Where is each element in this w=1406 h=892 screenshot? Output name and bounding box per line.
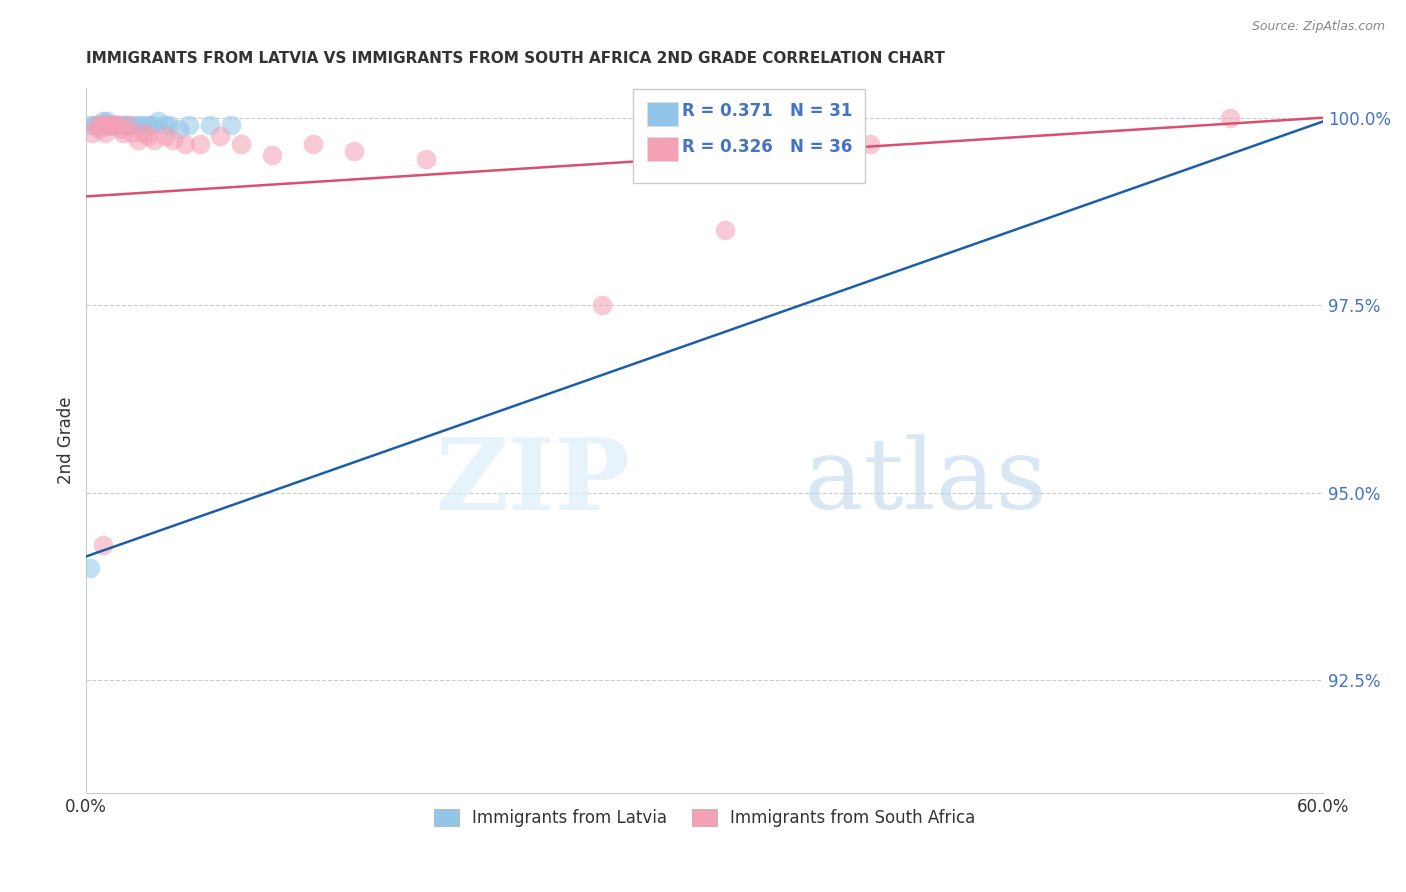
Point [188,136,211,151]
Point [79,560,101,574]
Point [82,126,104,140]
Point [219,118,242,132]
Point [87,122,110,136]
Point [131,118,153,132]
Point [94,126,117,140]
Point [94,118,117,132]
Point [104,118,127,132]
Point [108,118,131,132]
Point [110,122,132,136]
Y-axis label: 2nd Grade: 2nd Grade [58,396,75,484]
Point [90,118,112,132]
Point [86,118,108,132]
Point [260,148,283,162]
Point [91,538,114,552]
Point [591,298,613,312]
Point [104,118,127,132]
Point [343,145,366,159]
Point [117,118,139,132]
Text: Source: ZipAtlas.com: Source: ZipAtlas.com [1251,20,1385,33]
Point [143,133,166,147]
Point [179,118,201,132]
Point [86,118,108,132]
Point [91,114,114,128]
Point [105,118,128,132]
Point [96,114,118,128]
Point [415,152,437,166]
Point [91,118,114,132]
Point [153,129,176,144]
Point [96,118,118,132]
Point [112,118,135,132]
Point [127,118,149,132]
Text: IMMIGRANTS FROM LATVIA VS IMMIGRANTS FROM SOUTH AFRICA 2ND GRADE CORRELATION CHA: IMMIGRANTS FROM LATVIA VS IMMIGRANTS FRO… [86,51,945,66]
Point [198,118,221,132]
Point [162,133,184,147]
Text: ZIP: ZIP [436,434,630,531]
Point [209,129,232,144]
Point [100,118,122,132]
Point [302,136,325,151]
Legend: Immigrants from Latvia, Immigrants from South Africa: Immigrants from Latvia, Immigrants from … [427,802,983,834]
Text: atlas: atlas [804,434,1046,531]
Point [87,118,110,132]
Point [174,136,197,151]
Point [101,118,124,132]
Text: R = 0.326   N = 36: R = 0.326 N = 36 [682,138,852,156]
Point [714,223,737,237]
Point [96,118,118,132]
Point [100,118,122,132]
Point [117,118,139,132]
Point [132,126,155,140]
Point [136,129,159,144]
Point [98,118,121,132]
Point [167,122,190,136]
Point [141,118,163,132]
Text: R = 0.371   N = 31: R = 0.371 N = 31 [682,103,852,120]
Point [98,118,121,132]
Point [83,118,105,132]
Point [153,118,176,132]
Point [121,118,143,132]
Point [79,118,101,132]
Point [229,136,252,151]
Point [121,126,143,140]
Point [105,118,128,132]
Point [112,126,135,140]
Point [136,118,159,132]
Point [148,114,170,128]
Point [114,118,136,132]
Point [90,118,112,132]
Point [127,133,149,147]
Point [859,136,882,151]
Point [1219,111,1241,125]
Point [157,118,180,132]
Point [101,118,124,132]
